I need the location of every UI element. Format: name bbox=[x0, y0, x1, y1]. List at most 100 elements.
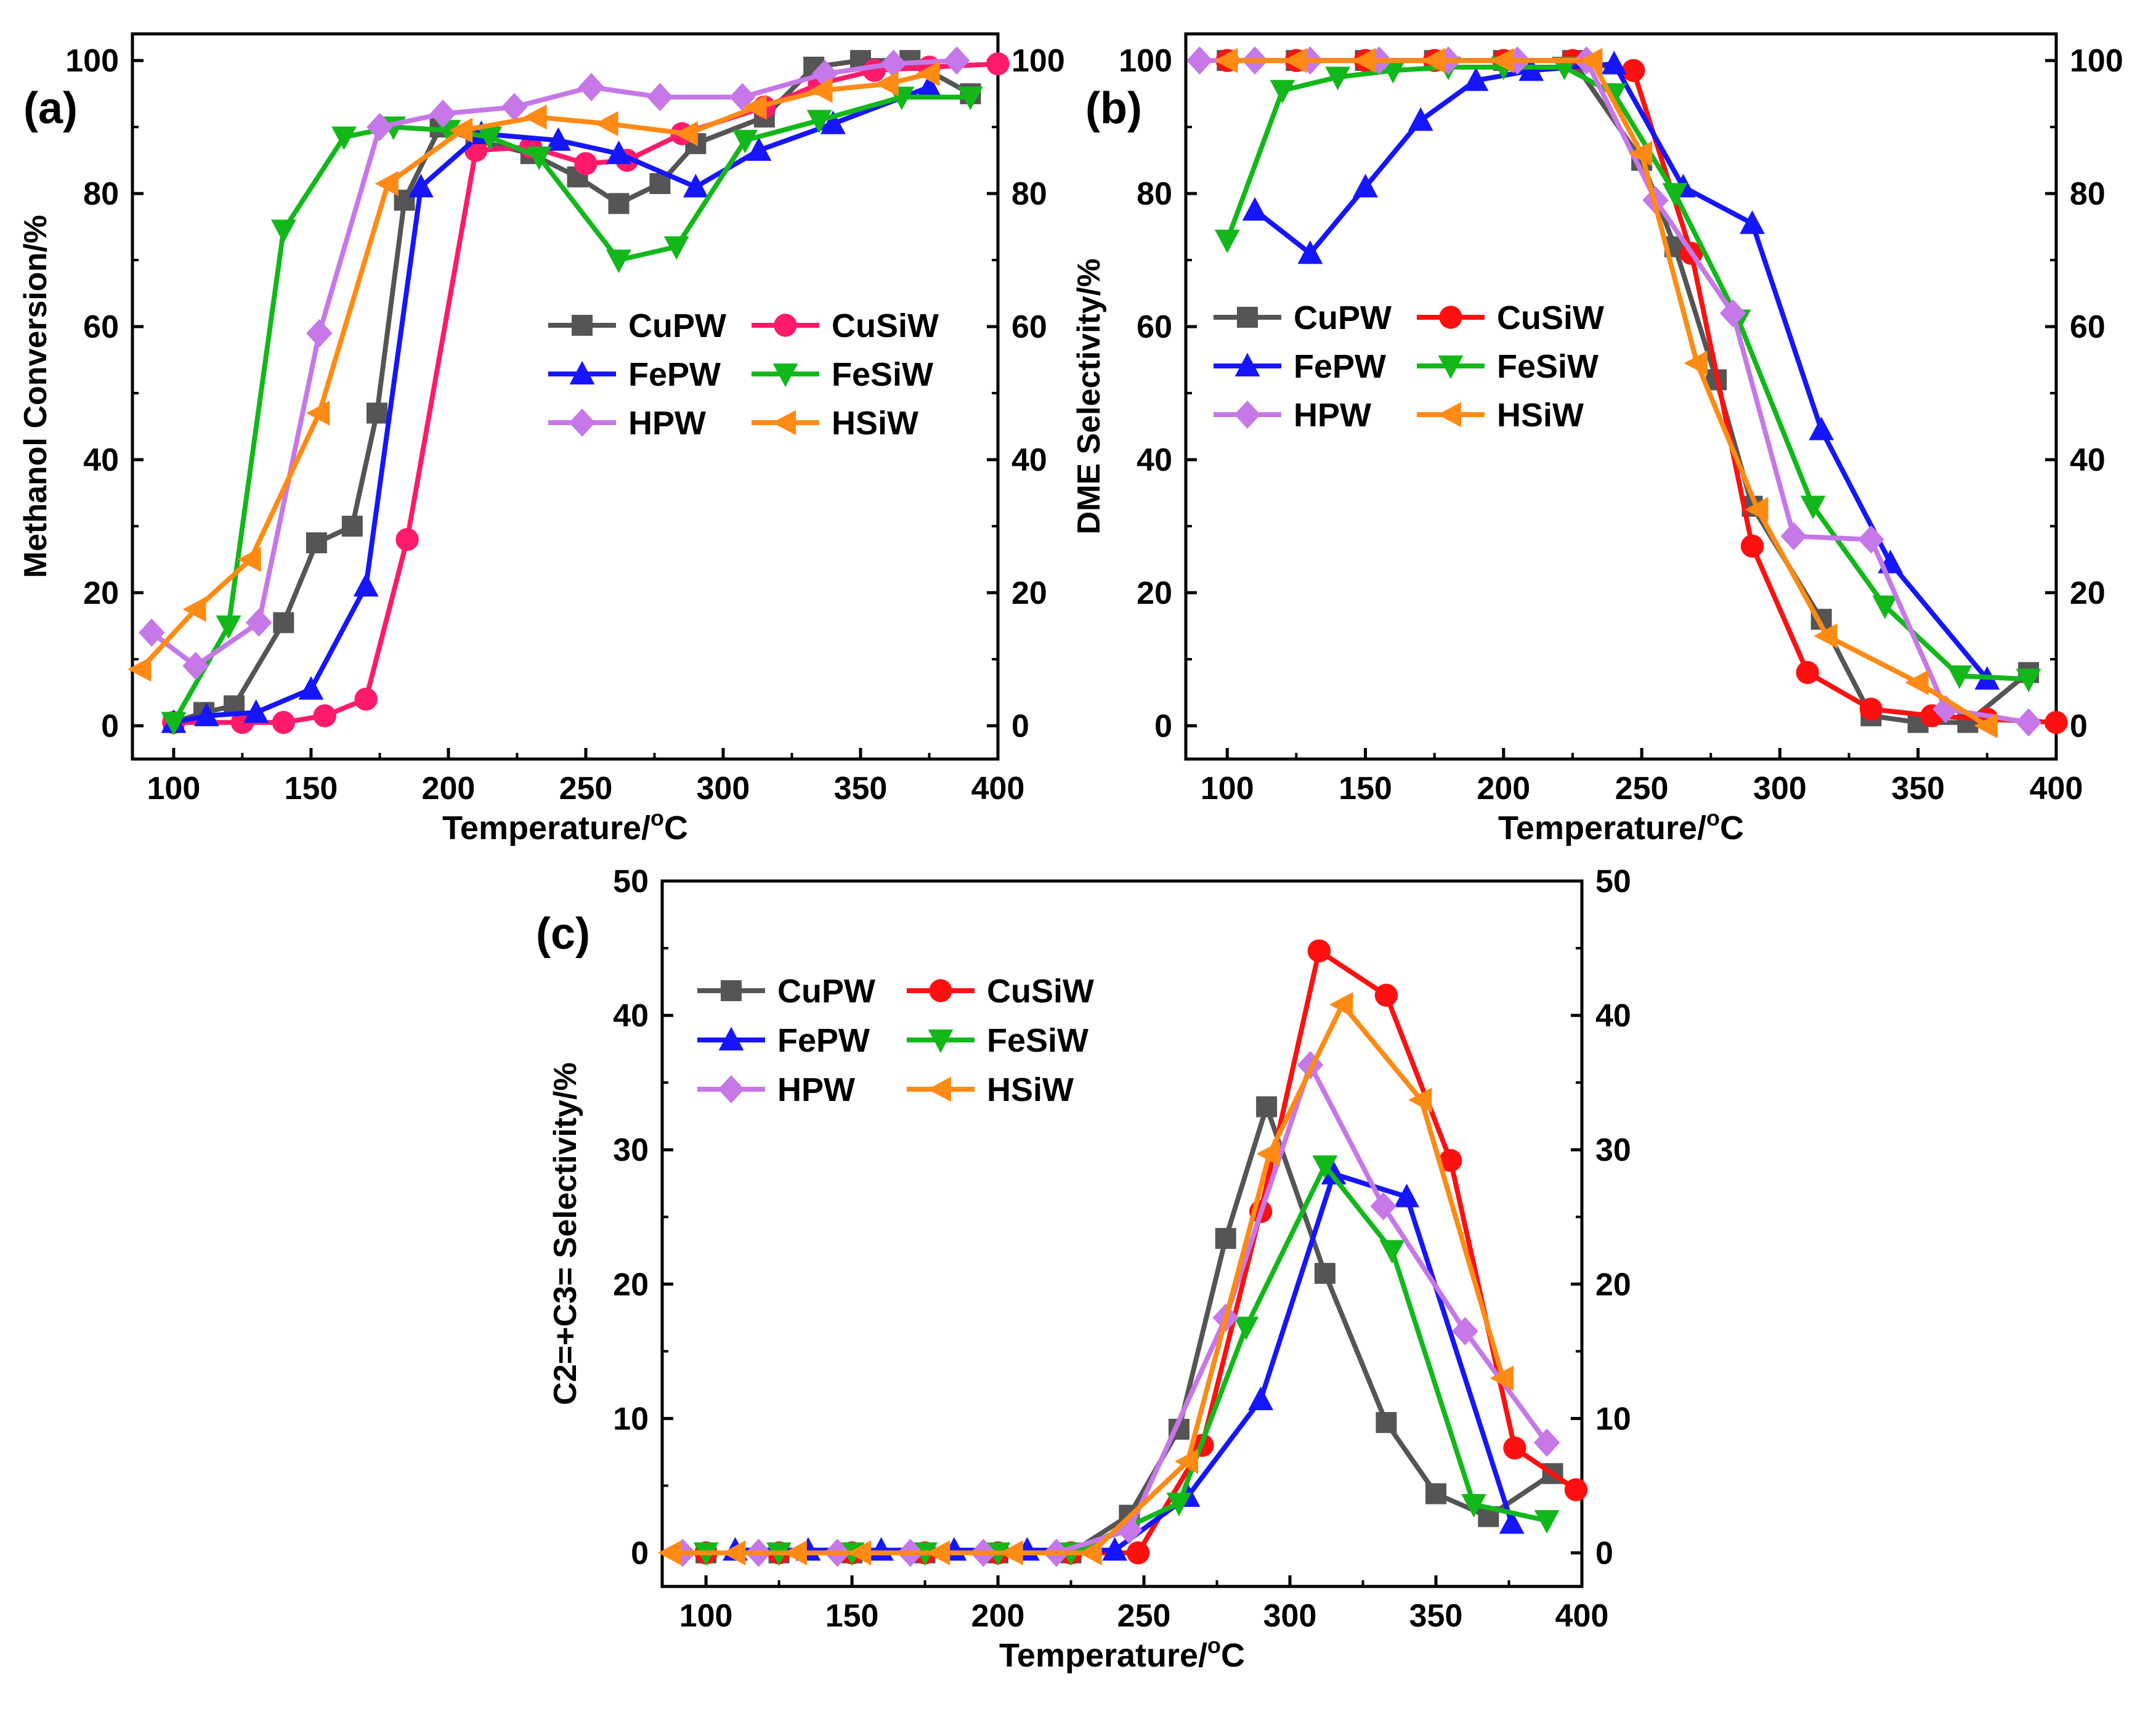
y-tick-label-right: 100 bbox=[2070, 43, 2123, 79]
y-tick-label-right: 40 bbox=[2070, 442, 2105, 478]
x-tick-label: 250 bbox=[1615, 771, 1669, 806]
data-point-hpw bbox=[501, 92, 528, 121]
y-tick-label-left: 80 bbox=[1137, 176, 1172, 212]
data-point-cusiw bbox=[1859, 697, 1883, 721]
data-point-fepw bbox=[1601, 51, 1627, 75]
data-point-hsiw bbox=[594, 111, 618, 137]
data-point-fesiw bbox=[1325, 67, 1351, 91]
x-tick-label: 300 bbox=[697, 771, 750, 806]
legend-label: HSiW bbox=[832, 405, 918, 442]
data-point-hpw bbox=[429, 99, 456, 128]
data-point-fepw bbox=[1809, 416, 1834, 441]
data-point-hsiw bbox=[128, 656, 152, 682]
y-tick-label-right: 50 bbox=[1595, 864, 1631, 900]
data-point-hpw bbox=[1370, 1192, 1396, 1220]
legend-label: CuSiW bbox=[1497, 299, 1604, 336]
data-point-hsiw bbox=[783, 1540, 808, 1566]
data-point-fesiw bbox=[1461, 1493, 1487, 1518]
y-tick-label-right: 20 bbox=[1595, 1267, 1631, 1302]
legend-label: FePW bbox=[777, 1022, 870, 1059]
legend-item-fesiw: FeSiW bbox=[907, 1022, 1088, 1059]
x-axis-title: Temperature/oC bbox=[442, 805, 688, 847]
panel-label: (a) bbox=[23, 84, 78, 133]
data-point-hsiw bbox=[375, 171, 399, 197]
x-tick-label: 200 bbox=[1477, 771, 1530, 806]
x-axis-title: Temperature/oC bbox=[1498, 805, 1744, 847]
data-point-hpw bbox=[943, 46, 970, 75]
data-point-hsiw bbox=[999, 1540, 1023, 1566]
legend-label: HSiW bbox=[1497, 397, 1584, 434]
legend-marker bbox=[1234, 352, 1260, 376]
data-point-fesiw bbox=[1270, 79, 1295, 104]
plot-frame bbox=[131, 32, 1000, 761]
series-line-fesiw bbox=[171, 94, 971, 724]
legend-label: FePW bbox=[628, 356, 721, 393]
data-point-fepw bbox=[298, 676, 324, 700]
data-point-fesiw bbox=[1800, 495, 1826, 519]
x-tick-label: 300 bbox=[1753, 771, 1807, 806]
y-tick-label-left: 50 bbox=[613, 864, 649, 900]
y-tick-label-left: 80 bbox=[83, 176, 119, 212]
data-point-hpw bbox=[1780, 522, 1807, 551]
data-point-hsiw bbox=[1974, 713, 1998, 739]
data-point-hsiw bbox=[848, 1540, 872, 1566]
legend: CuPW CuSiW FePW FeSiW HPW HSiW bbox=[1214, 299, 1604, 434]
legend-marker bbox=[1237, 307, 1258, 328]
legend-marker bbox=[569, 360, 595, 384]
data-point-hpw bbox=[1533, 1428, 1560, 1457]
y-tick-label-left: 100 bbox=[65, 43, 119, 79]
data-point-hsiw bbox=[916, 61, 940, 87]
plot-frame bbox=[660, 879, 1584, 1588]
y-tick-label-right: 0 bbox=[1595, 1535, 1613, 1571]
data-point-hsiw bbox=[182, 596, 206, 622]
data-point-hpw bbox=[138, 618, 165, 647]
x-tick-label: 200 bbox=[971, 1598, 1025, 1634]
legend-item-fepw: FePW bbox=[548, 356, 721, 393]
panel-b: 100 150 200 250 300 350 400 0 0 20 20 40 40 60 60 80 80 1… bbox=[1071, 32, 2123, 847]
series-line-cusiw bbox=[173, 61, 999, 725]
data-point-cupw bbox=[1215, 1228, 1236, 1249]
y-tick-label-right: 60 bbox=[1011, 309, 1047, 345]
y-tick-label-left: 0 bbox=[1154, 709, 1172, 744]
data-point-fesiw bbox=[1872, 595, 1898, 619]
legend-item-hsiw: HSiW bbox=[1417, 397, 1584, 434]
y-axis-title: C2=+C3= Selectivity/% bbox=[548, 1062, 583, 1405]
data-point-hpw bbox=[1858, 525, 1884, 554]
legend-item-fepw: FePW bbox=[697, 1022, 870, 1059]
legend-marker bbox=[928, 1029, 954, 1054]
data-point-hsiw bbox=[809, 78, 833, 104]
data-point-hsiw bbox=[237, 546, 261, 572]
data-point-fesiw bbox=[1312, 1155, 1338, 1179]
legend-item-cupw: CuPW bbox=[548, 307, 726, 344]
data-point-hsiw bbox=[306, 400, 330, 426]
data-point-fepw bbox=[917, 74, 942, 98]
x-tick-label: 150 bbox=[1339, 771, 1392, 806]
legend-marker bbox=[1234, 400, 1261, 429]
data-point-hsiw bbox=[722, 1540, 746, 1566]
legend-item-cusiw: CuSiW bbox=[907, 973, 1094, 1010]
data-point-hsiw bbox=[1745, 497, 1769, 522]
data-point-cupw bbox=[366, 402, 387, 424]
y-tick-label-left: 40 bbox=[613, 998, 649, 1034]
data-point-hsiw bbox=[1174, 1448, 1199, 1474]
data-point-hpw bbox=[245, 608, 272, 637]
y-tick-label-right: 40 bbox=[1595, 998, 1631, 1034]
legend-label: HPW bbox=[1294, 397, 1371, 434]
data-point-fepw bbox=[1242, 197, 1268, 221]
legend: CuPW CuSiW FePW FeSiW HPW HSiW bbox=[697, 973, 1094, 1108]
data-point-fesiw bbox=[1166, 1492, 1192, 1517]
legend-marker bbox=[774, 314, 797, 337]
data-point-hsiw bbox=[1684, 351, 1708, 376]
legend: CuPW CuSiW FePW FeSiW HPW HSiW bbox=[548, 307, 939, 442]
legend-label: CuPW bbox=[777, 973, 875, 1010]
legend-item-cusiw: CuSiW bbox=[752, 307, 939, 344]
data-point-hpw bbox=[880, 49, 907, 78]
legend-marker bbox=[569, 408, 596, 437]
data-point-cusiw bbox=[1126, 1541, 1150, 1565]
data-point-fesiw bbox=[606, 250, 631, 274]
data-point-fesiw bbox=[1947, 665, 1972, 689]
data-point-fepw bbox=[1248, 1386, 1274, 1410]
x-tick-label: 100 bbox=[1201, 771, 1254, 806]
y-tick-label-left: 40 bbox=[1137, 442, 1172, 478]
